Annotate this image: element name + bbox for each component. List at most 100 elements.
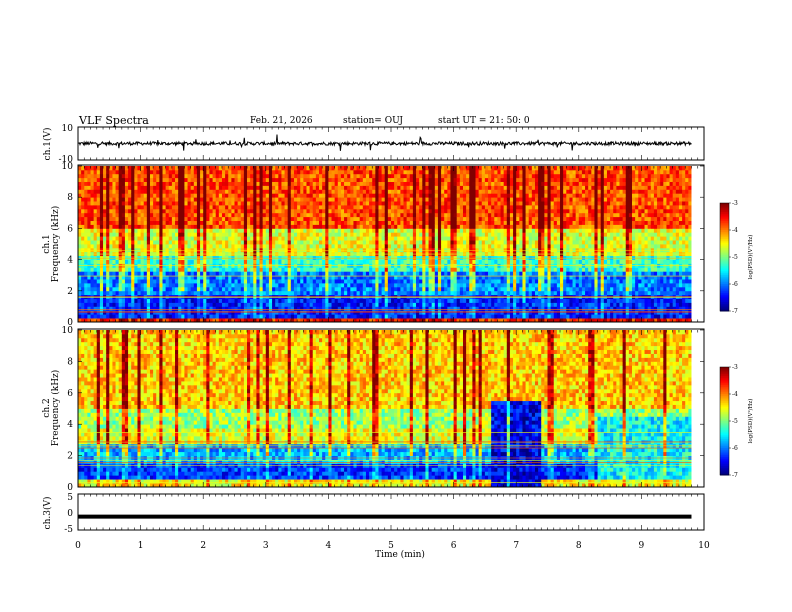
- ch1-spectrogram-cell: [121, 279, 126, 284]
- ch1-spectrogram-cell: [84, 201, 88, 206]
- ch1-spectrogram-cell: [334, 279, 339, 284]
- ch1-spectrogram-cell: [162, 247, 167, 253]
- ch1-spectrogram-cell: [106, 166, 110, 171]
- ch1-spectrogram-cell: [203, 271, 207, 276]
- ch1-spectrogram-cell: [193, 279, 198, 284]
- ch1-spectrogram-cell: [124, 177, 129, 182]
- ch1-spectrogram-cell: [247, 294, 251, 299]
- ch1-spectrogram-cell: [437, 271, 442, 276]
- ch1-spectrogram-cell: [275, 189, 279, 194]
- ch1-spectrogram-cell: [78, 279, 82, 284]
- ch1-spectrogram-cell: [422, 259, 426, 264]
- ch1-spectrogram-cell: [381, 193, 386, 198]
- ch1-spectrogram-cell: [115, 302, 120, 307]
- ch1-spectrogram-cell: [319, 181, 323, 186]
- ch1-spectrogram-cell: [331, 224, 336, 229]
- ch1-spectrogram-cell: [347, 271, 351, 276]
- ch1-spectrogram-cell: [193, 302, 198, 307]
- ch1-spectrogram-cell: [281, 286, 285, 292]
- ch1-spectrogram-cell: [109, 228, 113, 233]
- ch1-spectrogram-cell: [247, 290, 251, 296]
- ch1-spectrogram-cell: [384, 173, 389, 179]
- ch1-spectrogram-cell: [128, 318, 132, 323]
- ch1-spectrogram-cell: [287, 290, 292, 296]
- ch1-spectrogram-cell: [131, 189, 135, 194]
- ch1-spectrogram-cell: [381, 173, 386, 179]
- ch1-spectrogram-cell: [93, 290, 98, 296]
- ch1-spectrogram-cell: [171, 173, 176, 179]
- ch1-spectrogram-cell: [184, 201, 188, 206]
- ch1-spectrogram-cell: [434, 286, 439, 292]
- ch1-spectrogram-cell: [146, 177, 151, 182]
- ch1-spectrogram-cell: [359, 314, 364, 319]
- ch1-spectrogram-cell: [96, 318, 101, 323]
- ch1-spectrogram-cell: [237, 302, 242, 307]
- ch1-spectrogram-cell: [412, 169, 417, 175]
- ch1-spectrogram-cell: [259, 275, 264, 280]
- ch1-spectrogram-cell: [90, 193, 95, 198]
- ch1-spectrogram-cell: [221, 193, 226, 198]
- ch1-spectrogram-cell: [268, 216, 273, 221]
- ch1-spectrogram-cell: [334, 275, 339, 280]
- ch1-spectrogram-cell: [124, 267, 129, 272]
- ch1-spectrogram-cell: [81, 286, 85, 292]
- ch1-spectrogram-cell: [196, 181, 201, 186]
- ch1-spectrogram-cell: [365, 279, 370, 284]
- ch1-spectrogram-cell: [78, 205, 82, 210]
- ch1-spectrogram-cell: [356, 255, 361, 260]
- ch1-spectrogram-cell: [171, 318, 176, 323]
- ch1-spectrogram-cell: [422, 240, 426, 245]
- ch1-spectrogram-cell: [146, 224, 151, 229]
- ch1-spectrogram-cell: [344, 181, 348, 186]
- ch1-spectrogram-cell: [372, 228, 376, 233]
- ch1-waveform-ticks: [77, 127, 705, 160]
- ch1-spectrogram-cell: [143, 232, 148, 237]
- ch1-spectrogram-cell: [353, 318, 357, 323]
- ch1-spectrogram-cell: [200, 298, 204, 303]
- ch1-spectrogram-cell: [124, 298, 129, 303]
- ch1-spectrogram-cell: [250, 271, 254, 276]
- ch1-spectrogram-cell: [268, 181, 273, 186]
- ch1-spectrogram-cell: [340, 271, 345, 276]
- ch1-spectrogram-cell: [200, 244, 204, 249]
- ch1-spectrogram-cell: [118, 283, 123, 288]
- ch1-spectrogram-cell: [237, 318, 242, 323]
- ch1-spectrogram-cell: [434, 224, 439, 229]
- ch1-spectrogram-cell: [297, 224, 301, 229]
- ch1-spectrogram-cell: [109, 267, 113, 272]
- ch1-spectrogram-cell: [78, 197, 82, 202]
- ch1-spectrogram-cell: [81, 173, 85, 179]
- ch1-spectrogram-cell: [87, 244, 91, 249]
- ch1-spectrogram-cell: [356, 189, 361, 194]
- ch1-spectrogram-cell: [121, 302, 126, 307]
- ch1-spectrogram-cell: [237, 267, 242, 272]
- ch1-spectrogram-cell: [278, 244, 282, 249]
- ch1-spectrogram-cell: [93, 283, 98, 288]
- ch1-spectrogram-cell: [416, 212, 420, 218]
- ch1-spectrogram-cell: [287, 318, 292, 323]
- ch1-spectrogram-cell: [115, 298, 120, 303]
- ch1-spectrogram-cell: [262, 228, 267, 233]
- ch1-spectrogram-cell: [425, 318, 429, 323]
- ch1-spectrogram-cell: [87, 306, 91, 311]
- ch1-spectrogram-cell: [287, 193, 292, 198]
- ch1-spectrogram-cell: [103, 189, 107, 194]
- ch1-spectrogram-cell: [365, 208, 370, 214]
- ch1-spectrogram-cell: [400, 166, 404, 171]
- ch1-spectrogram-cell: [171, 177, 176, 182]
- ch1-spectrogram-cell: [140, 228, 145, 233]
- ch1-spectrogram-cell: [262, 216, 267, 221]
- ch1-spectrogram-cell: [228, 279, 232, 284]
- ch1-spectrogram-cell: [287, 279, 292, 284]
- ch1-spectrogram-cell: [84, 224, 88, 229]
- ch1-spectrogram-cell: [312, 216, 317, 221]
- ch1-spectrogram-cell: [259, 224, 264, 229]
- ch1-spectrogram-cell: [400, 255, 404, 260]
- ch1-spectrogram-cell: [384, 318, 389, 323]
- ch1-spectrogram-cell: [409, 294, 414, 299]
- ch1-spectrogram-cell: [312, 232, 317, 237]
- ch1-spectrogram-cell: [447, 267, 451, 272]
- ch1-spectrogram-cell: [265, 298, 270, 303]
- ch1-spectrogram-cell: [300, 185, 304, 190]
